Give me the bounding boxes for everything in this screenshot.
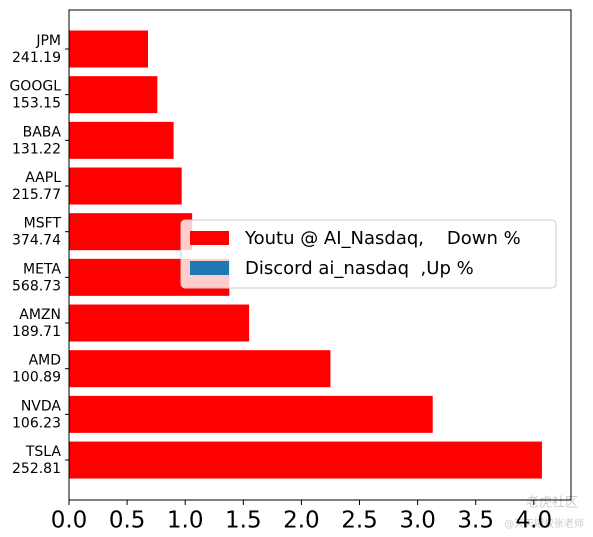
- bar: [69, 30, 149, 68]
- x-tick-label: 4.0: [516, 508, 553, 534]
- y-tick-label: 153.15: [12, 96, 61, 112]
- y-tick-label: 100.89: [12, 370, 61, 386]
- y-tick-label: 215.77: [12, 187, 61, 203]
- y-tick-label: META: [23, 261, 61, 277]
- x-tick-label: 2.0: [283, 508, 320, 534]
- x-tick-label: 3.0: [399, 508, 436, 534]
- bar: [69, 76, 158, 114]
- x-tick-label: 2.5: [341, 508, 378, 534]
- y-tick-label: JPM: [35, 33, 61, 49]
- y-tick-label: NVDA: [21, 398, 62, 414]
- y-tick-label: AAPL: [25, 170, 61, 186]
- y-tick-label: 568.73: [12, 278, 61, 294]
- legend-swatch: [190, 231, 229, 245]
- legend-label: Discord ai_nasdaq ,Up %: [245, 258, 474, 279]
- y-tick-label: BABA: [23, 124, 62, 140]
- y-tick-label: 374.74: [12, 233, 61, 249]
- y-tick-label: 189.71: [12, 324, 61, 340]
- legend-box: [180, 219, 557, 289]
- y-tick-label: 131.22: [12, 141, 61, 157]
- watermark: 老虎社区: [526, 495, 578, 511]
- y-tick-label: 241.19: [12, 50, 61, 66]
- bar: [69, 213, 193, 251]
- y-tick-label: MSFT: [24, 216, 62, 232]
- legend-swatch: [190, 261, 229, 275]
- y-tick-label: GOOGL: [9, 79, 61, 95]
- x-tick-label: 1.0: [167, 508, 204, 534]
- x-tick-label: 3.5: [457, 508, 494, 534]
- bar: [69, 167, 182, 205]
- watermark: @天天期权张老师: [504, 517, 584, 530]
- y-tick-label: 252.81: [12, 461, 61, 477]
- bar: [69, 350, 331, 388]
- legend-label: Youtu @ AI_Nasdaq, Down %: [244, 228, 521, 249]
- x-tick-label: 0.5: [109, 508, 146, 534]
- x-tick-label: 1.5: [225, 508, 262, 534]
- y-tick-label: 106.23: [12, 415, 61, 431]
- bar: [69, 304, 250, 342]
- y-tick-label: AMZN: [19, 307, 61, 323]
- bar: [69, 441, 542, 479]
- axes-frame: [68, 9, 572, 501]
- y-tick-label: AMD: [29, 353, 61, 369]
- bar: [69, 395, 433, 433]
- y-tick-label: TSLA: [25, 444, 62, 460]
- bar: [69, 121, 174, 159]
- x-tick-label: 0.0: [51, 508, 88, 534]
